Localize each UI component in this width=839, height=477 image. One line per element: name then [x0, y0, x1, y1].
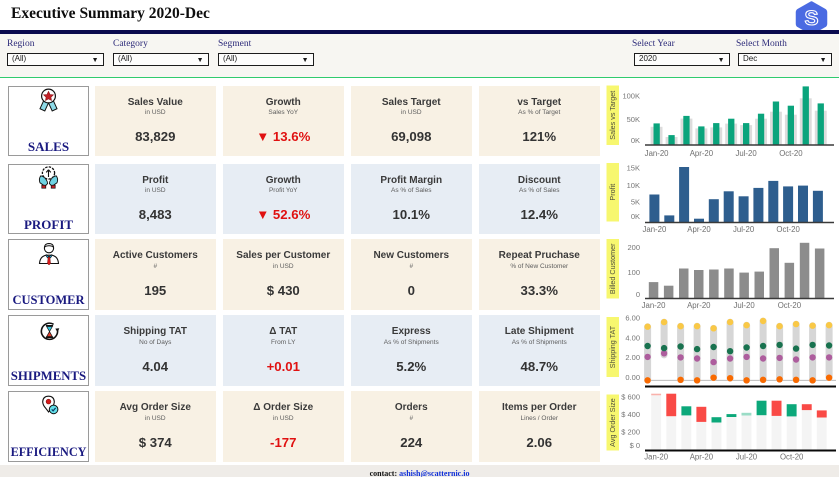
svg-text:Jul-20: Jul-20 — [733, 225, 755, 234]
svg-text:0: 0 — [636, 290, 640, 299]
svg-text:0K: 0K — [631, 136, 640, 145]
svg-text:0.00: 0.00 — [625, 373, 640, 382]
svg-text:$ 400: $ 400 — [621, 410, 640, 419]
svg-text:Apr-20: Apr-20 — [690, 149, 714, 158]
svg-text:5K: 5K — [631, 198, 640, 207]
svg-text:$ 600: $ 600 — [621, 393, 640, 402]
svg-text:$ 0: $ 0 — [630, 441, 640, 450]
svg-text:4.00: 4.00 — [625, 334, 640, 343]
svg-text:Billed Customer: Billed Customer — [608, 243, 617, 294]
svg-text:Avg Order Size: Avg Order Size — [608, 398, 617, 447]
svg-text:Jan-20: Jan-20 — [642, 225, 667, 234]
svg-text:$ 200: $ 200 — [621, 428, 640, 437]
svg-text:Jan-20: Jan-20 — [642, 301, 667, 310]
svg-text:S: S — [804, 7, 818, 30]
svg-text:Oct-20: Oct-20 — [776, 225, 800, 234]
svg-text:50K: 50K — [627, 115, 640, 124]
svg-text:Apr-20: Apr-20 — [687, 225, 711, 234]
svg-text:Sales vs Target: Sales vs Target — [608, 91, 617, 140]
svg-text:Apr-20: Apr-20 — [687, 301, 711, 310]
svg-text:100K: 100K — [622, 91, 640, 100]
svg-text:200: 200 — [627, 243, 640, 252]
svg-text:Jan-20: Jan-20 — [644, 453, 669, 462]
svg-text:Jul-20: Jul-20 — [735, 149, 757, 158]
svg-text:Profit: Profit — [608, 184, 617, 201]
svg-text:Jan-20: Jan-20 — [645, 149, 670, 158]
svg-text:Jul-20: Jul-20 — [736, 453, 758, 462]
svg-text:Jul-20: Jul-20 — [733, 301, 755, 310]
svg-text:10K: 10K — [627, 181, 640, 190]
svg-text:2.00: 2.00 — [625, 353, 640, 362]
svg-text:Shipping TAT: Shipping TAT — [608, 325, 617, 368]
svg-text:0K: 0K — [631, 212, 640, 221]
svg-text:Apr-20: Apr-20 — [690, 453, 714, 462]
svg-text:100: 100 — [627, 268, 640, 277]
svg-text:Oct-20: Oct-20 — [779, 149, 803, 158]
svg-text:15K: 15K — [627, 164, 640, 173]
svg-text:Oct-20: Oct-20 — [780, 453, 804, 462]
svg-text:Oct-20: Oct-20 — [778, 301, 802, 310]
svg-text:6.00: 6.00 — [625, 314, 640, 323]
